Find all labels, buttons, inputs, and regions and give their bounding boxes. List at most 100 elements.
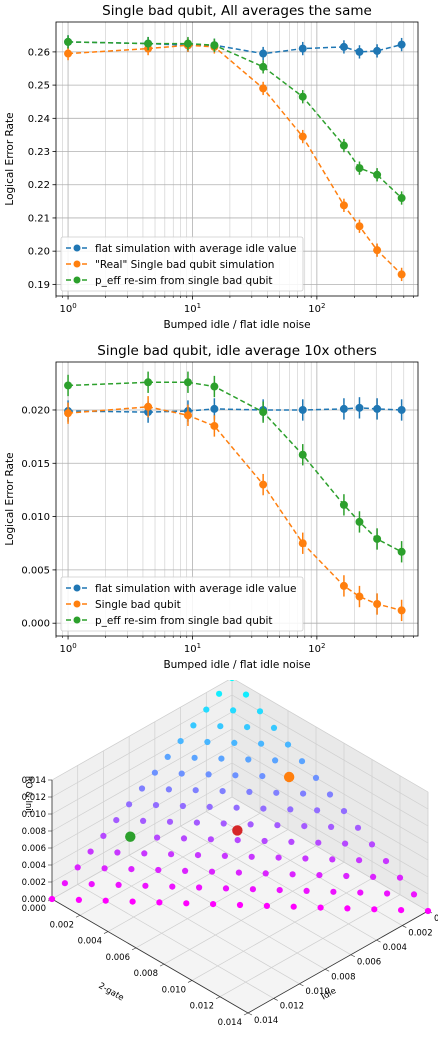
chart3-gridline-z xyxy=(51,711,233,815)
chart2-data-point xyxy=(210,382,219,391)
chart1-legend-label: p_eff re-sim from single bad qubit xyxy=(95,275,273,287)
chart3-data-point xyxy=(270,724,278,731)
chart1-ytick-label: 0.24 xyxy=(28,114,50,125)
chart1-data-point xyxy=(397,270,406,279)
chart3-ztick-label: 0.002 xyxy=(22,878,46,888)
chart3-data-point xyxy=(219,788,226,795)
chart3-data-point xyxy=(368,841,376,848)
chart3-data-point xyxy=(177,738,184,745)
chart1-xlabel: Bumped idle / flat idle noise xyxy=(163,319,310,331)
chart3-data-point xyxy=(273,789,280,796)
chart3-data-point xyxy=(231,739,238,746)
chart3-gridline-y xyxy=(79,812,261,916)
chart3-data-point xyxy=(256,708,264,715)
chart3-data-point xyxy=(61,880,68,887)
chart1-data-point xyxy=(355,47,364,56)
chart3-ytick-mark xyxy=(215,996,221,999)
chart3-data-point xyxy=(196,884,203,891)
chart3-data-point xyxy=(233,804,240,811)
chart3-data-point xyxy=(260,805,267,812)
chart2-data-point xyxy=(210,421,219,430)
chart3-gridline-x xyxy=(77,884,274,999)
chart1-legend-marker xyxy=(73,276,81,284)
chart3-data-point xyxy=(115,881,122,888)
chart3-data-point xyxy=(317,904,324,911)
chart3-gridline-z xyxy=(231,779,429,895)
chart3-data-point xyxy=(258,740,265,747)
chart-3: 0.0000.0020.0040.0060.0080.0100.0120.014… xyxy=(22,680,438,1028)
chart3-data-point xyxy=(301,823,308,830)
chart2-data-point xyxy=(298,405,307,414)
chart2-data-point xyxy=(355,517,364,526)
chart3-data-point xyxy=(152,802,160,809)
chart2-data-point xyxy=(64,381,73,390)
chart1-legend-box xyxy=(60,236,304,292)
chart3-data-point xyxy=(247,821,254,828)
chart2-data-point xyxy=(259,480,268,489)
chart3-data-point xyxy=(154,834,161,841)
chart1-frame xyxy=(55,21,419,297)
chart3-data-point xyxy=(275,854,282,861)
chart3-data-point xyxy=(151,769,158,776)
chart3-data-point xyxy=(100,832,107,839)
chart2-data-point xyxy=(298,539,307,548)
chart3-gridline-x xyxy=(103,869,300,985)
chart3-gridline-z xyxy=(51,694,233,798)
chart1-ytick-label: 0.21 xyxy=(28,213,50,224)
chart3-xtick-label: 0.002 xyxy=(408,929,432,939)
chart1-legend-label: "Real" Single bad qubit simulation xyxy=(95,259,274,271)
chart3-gridline-z xyxy=(231,762,429,878)
chart3-ztick-label: 0.010 xyxy=(22,810,46,820)
chart3-gridline-x xyxy=(180,825,377,941)
chart3-data-point xyxy=(330,888,337,895)
chart2-ytick-label: 0.000 xyxy=(21,619,50,630)
chart3-data-point xyxy=(210,901,217,908)
chart1-data-point xyxy=(64,37,73,46)
chart1-ylabel: Logical Error Rate xyxy=(4,112,16,205)
chart3-data-point xyxy=(326,791,334,798)
chart1-data-point xyxy=(339,201,348,210)
chart2-data-point xyxy=(259,408,268,417)
chart3-data-point xyxy=(218,755,225,762)
chart2-xtick-label: 100 xyxy=(59,642,76,655)
chart3-xtick-label: 0.004 xyxy=(383,943,407,953)
chart3-axis-idle xyxy=(51,898,249,1014)
chart3-data-point xyxy=(329,856,336,863)
chart3-data-point xyxy=(340,808,348,815)
chart3-data-point xyxy=(217,723,224,730)
chart3-data-point xyxy=(274,822,281,829)
chart1-data-point xyxy=(210,41,219,50)
chart3-data-point xyxy=(235,869,242,876)
chart3-data-point xyxy=(328,823,335,830)
chart3-data-point xyxy=(221,852,228,859)
chart-2: Single bad qubit, idle average 10x other… xyxy=(4,343,419,671)
chart3-data-point xyxy=(424,907,432,915)
chart2-ytick-label: 0.015 xyxy=(21,459,50,470)
chart3-data-point xyxy=(284,741,292,748)
chart3-ytick-label: 0.004 xyxy=(78,937,102,947)
chart2-data-point xyxy=(397,405,406,414)
chart1-data-point xyxy=(373,170,382,179)
chart2-data-point xyxy=(373,600,382,609)
chart3-data-point xyxy=(343,872,350,880)
chart2-data-point xyxy=(144,402,153,411)
chart3-gridline-z xyxy=(51,745,233,849)
chart3-data-point xyxy=(344,905,351,912)
chart3-ztick-label: 0.000 xyxy=(22,895,46,905)
chart3-data-point xyxy=(371,906,378,913)
chart1-data-point xyxy=(298,92,307,101)
chart2-series-line xyxy=(68,381,402,553)
chart3-data-point xyxy=(234,837,241,844)
chart3-gridline-y xyxy=(219,894,401,998)
chart2-data-point xyxy=(210,404,219,413)
chart3-gridline-x xyxy=(128,854,326,970)
chart1-data-point xyxy=(339,42,348,51)
chart3-data-point xyxy=(248,853,255,860)
chart2-xtick-label: 102 xyxy=(308,642,325,655)
chart3-axis-2gate xyxy=(247,910,429,1014)
chart3-xtick-mark xyxy=(325,969,330,972)
chart3-data-point xyxy=(216,690,223,697)
chart3-data-point xyxy=(315,839,322,846)
chart3-data-point xyxy=(141,850,148,857)
chart3-data-point xyxy=(208,868,216,875)
